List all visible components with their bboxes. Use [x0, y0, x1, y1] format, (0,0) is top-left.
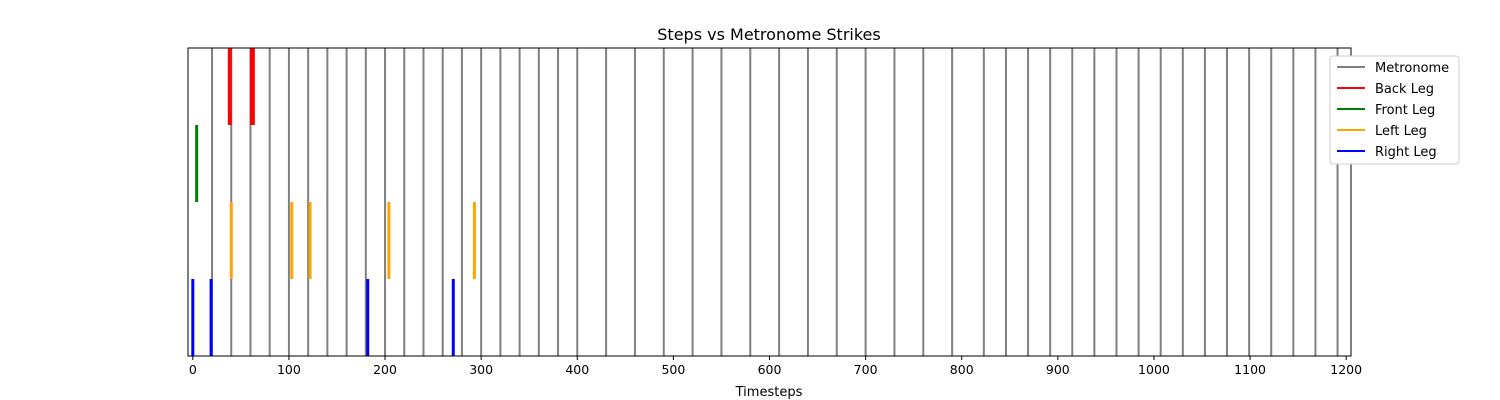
x-tick-label: 1100	[1234, 362, 1266, 377]
x-tick-label: 900	[1046, 362, 1070, 377]
x-tick-label: 400	[565, 362, 589, 377]
x-tick-label: 200	[373, 362, 397, 377]
back-leg-series	[227, 48, 255, 125]
x-tick-label: 800	[950, 362, 974, 377]
x-tick-label: 700	[854, 362, 878, 377]
x-axis: 0 100 200 300 400 500 600 700 800 900 1000 1100 1200	[189, 356, 1362, 377]
metronome-series	[211, 48, 1339, 356]
x-tick-label: 100	[277, 362, 301, 377]
x-tick-label: 1200	[1330, 362, 1362, 377]
x-tick-label: 1000	[1138, 362, 1170, 377]
x-tick-label: 600	[758, 362, 782, 377]
right-leg-series	[191, 279, 455, 356]
x-axis-label: Timesteps	[735, 385, 803, 400]
chart-title: Steps vs Metronome Strikes	[657, 25, 880, 44]
plot-area	[191, 48, 1339, 356]
legend-label-front-leg: Front Leg	[1375, 103, 1435, 118]
x-tick-label: 300	[469, 362, 493, 377]
legend-box	[1329, 55, 1460, 165]
x-tick-label: 500	[661, 362, 685, 377]
legend-label-left-leg: Left Leg	[1375, 124, 1427, 139]
left-leg-series	[229, 202, 476, 279]
plot-frame	[187, 47, 1352, 357]
x-tick-label: 0	[189, 362, 197, 377]
legend-label-metronome: Metronome	[1375, 61, 1449, 76]
legend-label-back-leg: Back Leg	[1375, 82, 1434, 97]
legend-label-right-leg: Right Leg	[1375, 145, 1437, 160]
legend: Metronome Back Leg Front Leg Left Leg Right …	[1329, 55, 1460, 165]
